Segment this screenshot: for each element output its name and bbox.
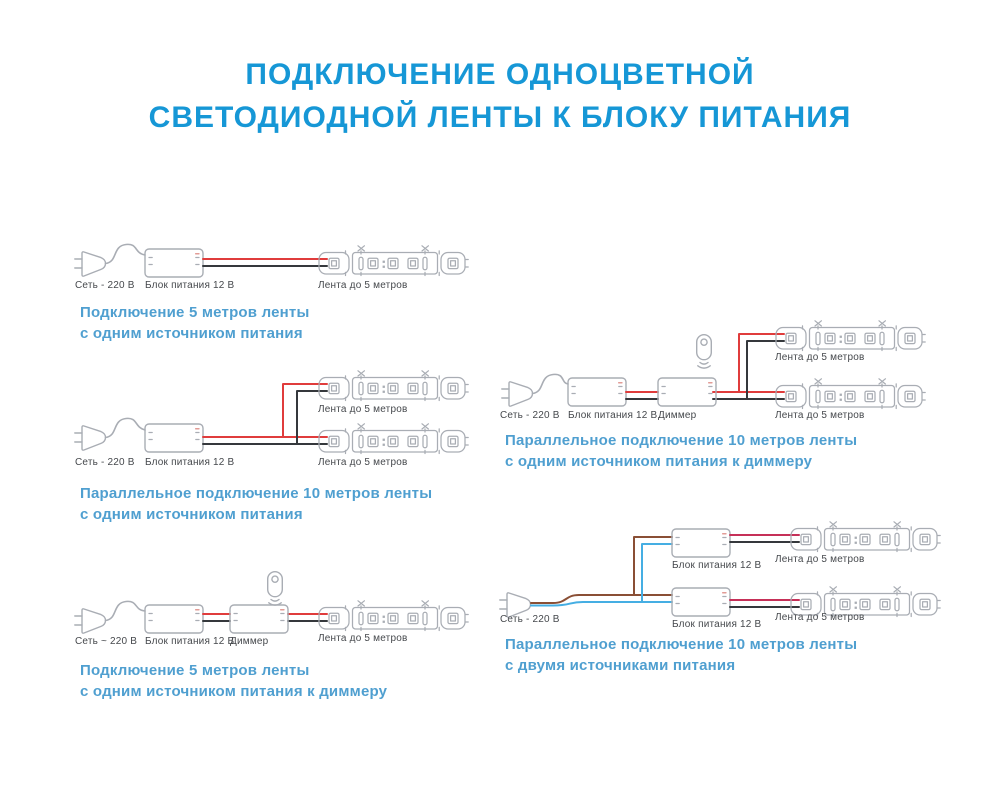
power-cable — [104, 243, 146, 265]
label-strip-bottom: Лента до 5 метров — [318, 457, 408, 468]
plug-icon — [74, 608, 107, 634]
power-cable — [104, 600, 146, 622]
label-strip-top: Лента до 5 метров — [318, 404, 408, 415]
wire-negative — [625, 340, 785, 400]
caption-line: Параллельное подключение 10 метров ленты — [80, 485, 433, 502]
caption-line: с одним источником питания к диммеру — [505, 453, 813, 470]
label-plug: Сеть - 220 В — [75, 457, 135, 468]
led-strip-icon — [775, 378, 926, 410]
label-psu: Блок питания 12 В — [568, 410, 658, 421]
wire-blue — [530, 543, 673, 607]
caption-single-5m-dimmer: Подключение 5 метров ленты с одним источ… — [80, 660, 387, 702]
psu-box — [567, 377, 627, 407]
diagram-single-5m-dimmer-graphic — [74, 571, 469, 634]
remote-control-icon — [267, 571, 283, 606]
label-psu-top: Блок питания 12 В — [672, 560, 762, 571]
caption-line: с одним источником питания — [80, 506, 303, 523]
label-psu: Блок питания 12 В — [145, 457, 235, 468]
label-strip: Лента до 5 метров — [318, 633, 408, 644]
plug-icon — [74, 251, 107, 277]
caption-single-5m: Подключение 5 метров ленты с одним источ… — [80, 302, 309, 344]
label-psu: Блок питания 12 В — [145, 280, 235, 291]
caption-line: Параллельное подключение 10 метров ленты — [505, 432, 858, 449]
caption-line: Подключение 5 метров ленты — [80, 662, 310, 679]
page-title-line2: СВЕТОДИОДНОЙ ЛЕНТЫ К БЛОКУ ПИТАНИЯ — [148, 101, 852, 134]
caption-parallel-10m: Параллельное подключение 10 метров ленты… — [80, 483, 432, 525]
label-dimmer: Диммер — [230, 636, 269, 647]
wire-negative — [729, 541, 800, 608]
label-strip-bottom: Лента до 5 метров — [775, 410, 865, 421]
diagram-parallel-10m-two-psu-graphic — [499, 521, 941, 618]
wire-negative — [202, 390, 328, 445]
plug-icon — [501, 381, 534, 407]
wire-brown — [530, 536, 673, 604]
label-strip-top: Лента до 5 метров — [775, 352, 865, 363]
led-strip-icon — [790, 521, 941, 553]
led-strip-icon — [318, 423, 469, 455]
diagram-single-5m-graphic — [74, 243, 469, 278]
label-plug: Сеть - 220 В — [500, 614, 560, 625]
wire-positive — [729, 534, 800, 601]
label-strip: Лента до 5 метров — [318, 280, 408, 291]
remote-control-icon — [696, 334, 712, 369]
led-strip-icon — [318, 245, 469, 277]
psu-box — [144, 423, 204, 453]
caption-parallel-10m-dimmer: Параллельное подключение 10 метров ленты… — [505, 430, 857, 472]
led-strip-icon — [318, 600, 469, 632]
psu-box — [144, 604, 204, 634]
page-title-line1: ПОДКЛЮЧЕНИЕ ОДНОЦВЕТНОЙ — [245, 58, 755, 91]
led-strip-icon — [318, 370, 469, 402]
label-psu-bottom: Блок питания 12 В — [672, 619, 762, 630]
caption-line: с одним источником питания к диммеру — [80, 683, 388, 700]
power-cable — [531, 373, 569, 395]
dimmer-box — [229, 604, 289, 634]
caption-line: Подключение 5 метров ленты — [80, 304, 310, 321]
label-dimmer: Диммер — [658, 410, 697, 421]
label-plug: Сеть - 220 В — [500, 410, 560, 421]
diagram-parallel-10m-graphic — [74, 370, 469, 455]
caption-parallel-10m-two-psu: Параллельное подключение 10 метров ленты… — [505, 634, 857, 676]
label-plug: Сеть ~ 220 В — [75, 636, 138, 647]
diagram-parallel-10m-dimmer-graphic — [501, 320, 926, 410]
page-title: ПОДКЛЮЧЕНИЕ ОДНОЦВЕТНОЙ СВЕТОДИОДНОЙ ЛЕН… — [0, 53, 1000, 139]
wire-positive — [202, 383, 328, 438]
caption-line: Параллельное подключение 10 метров ленты — [505, 636, 858, 653]
led-strip-icon — [775, 320, 926, 352]
dimmer-box — [657, 377, 717, 407]
plug-icon — [74, 425, 107, 451]
psu-box-bottom — [671, 587, 731, 617]
label-strip-top: Лента до 5 метров — [775, 554, 865, 565]
psu-box-top — [671, 528, 731, 558]
wire-positive — [625, 333, 785, 393]
caption-line: с двумя источниками питания — [505, 657, 736, 674]
label-psu: Блок питания 12 В — [145, 636, 235, 647]
psu-box — [144, 248, 204, 278]
caption-line: с одним источником питания — [80, 325, 303, 342]
power-cable — [104, 417, 146, 439]
label-plug: Сеть - 220 В — [75, 280, 135, 291]
label-strip-bottom: Лента до 5 метров — [775, 612, 865, 623]
